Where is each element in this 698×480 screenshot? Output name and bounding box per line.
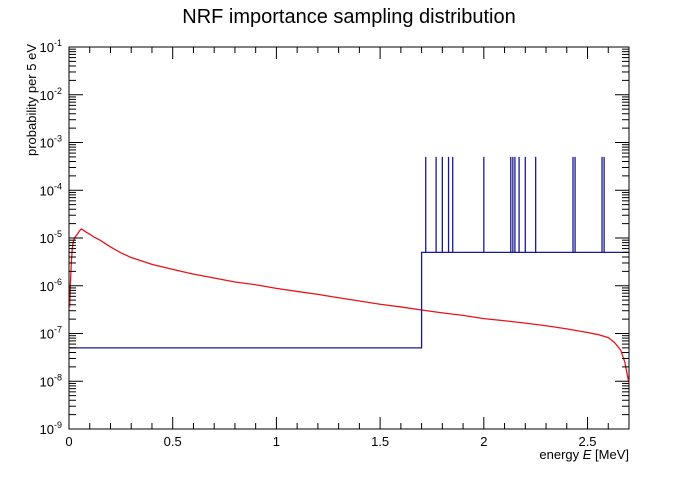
y-tick-label: 10-4 <box>40 181 62 198</box>
series-0-line <box>68 228 630 384</box>
axes-group <box>68 46 630 430</box>
x-tick-label: 0.5 <box>164 434 182 449</box>
y-tick-label: 10-6 <box>40 277 62 294</box>
y-tick-label: 10-9 <box>40 420 62 437</box>
x-tick-label: 2.5 <box>578 434 596 449</box>
y-tick-label: 10-2 <box>40 86 62 103</box>
x-tick-label: 2 <box>480 434 487 449</box>
plot-frame-group <box>68 46 630 430</box>
y-tick-label: 10-3 <box>40 134 62 151</box>
series-group <box>68 156 630 384</box>
x-axis-label: energy E [MeV] <box>539 447 629 462</box>
plot-frame <box>68 46 630 430</box>
x-tick-label: 1.5 <box>371 434 389 449</box>
y-tick-label: 10-8 <box>40 372 62 389</box>
x-tick-label: 1 <box>273 434 280 449</box>
y-axis-label: probability per 5 eV <box>24 44 39 156</box>
y-tick-label: 10-1 <box>40 38 62 55</box>
y-tick-label: 10-7 <box>40 325 62 342</box>
x-tick-label: 0 <box>65 434 72 449</box>
series-1-line <box>69 251 629 349</box>
chart-title: NRF importance sampling distribution <box>182 6 515 28</box>
y-tick-label: 10-5 <box>40 229 62 246</box>
axis-labels-group: 0 0.5 1 1.5 2 2.5 10-9 10-8 10-7 10-6 10-5 10-4 10-3… <box>24 38 629 462</box>
